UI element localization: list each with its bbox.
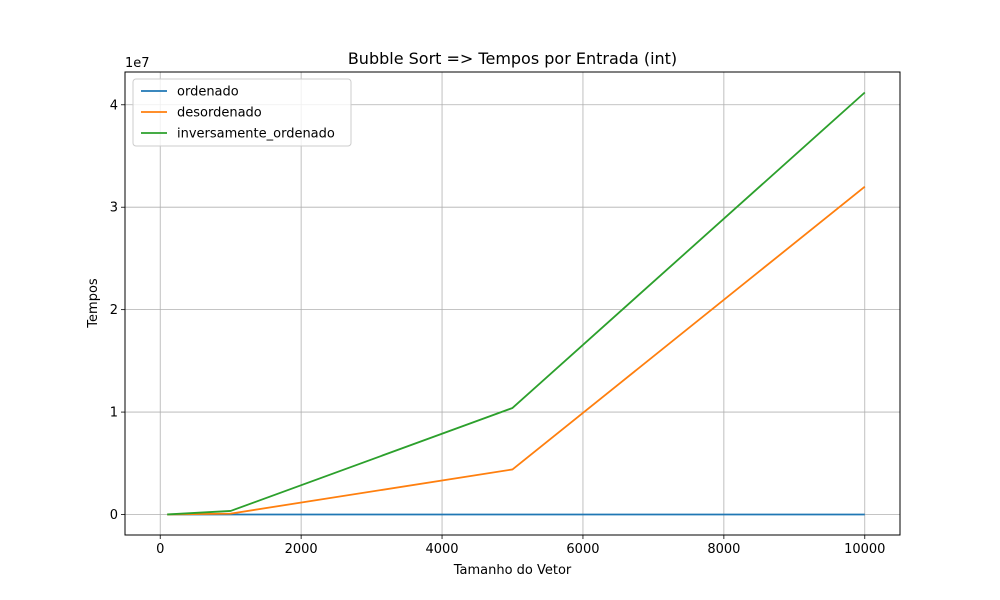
chart-title: Bubble Sort => Tempos por Entrada (int) [348, 49, 677, 68]
y-tick-label: 0 [110, 508, 118, 523]
series-layer [167, 91, 866, 516]
x-tick-label: 8000 [707, 542, 740, 557]
x-tick-label: 4000 [425, 542, 458, 557]
series-line-inversamente-ordenado [167, 91, 866, 516]
y-tick-label: 2 [110, 303, 118, 318]
x-tick-label: 6000 [566, 542, 599, 557]
x-tick-label: 2000 [285, 542, 318, 557]
legend: ordenado desordenado inversamente_ordenado [132, 78, 352, 147]
x-tick-label: 0 [156, 542, 164, 557]
y-tick-label: 1 [110, 406, 118, 421]
y-axis-label: Tempos [86, 278, 101, 329]
y-offset-text: 1e7 [125, 56, 150, 71]
legend-label: inversamente_ordenado [177, 127, 335, 142]
series-line-desordenado [167, 186, 866, 516]
x-axis-label: Tamanho do Vetor [453, 563, 572, 578]
tick-layer: 0 2000 4000 6000 8000 10000 0 1 2 3 4 [110, 98, 886, 557]
y-tick-label: 3 [110, 201, 118, 216]
plot-frame [124, 71, 901, 536]
legend-label: ordenado [177, 85, 239, 100]
y-tick-label: 4 [110, 98, 118, 113]
legend-box [132, 78, 352, 147]
x-tick-label: 10000 [844, 542, 885, 557]
legend-label: desordenado [177, 106, 262, 121]
